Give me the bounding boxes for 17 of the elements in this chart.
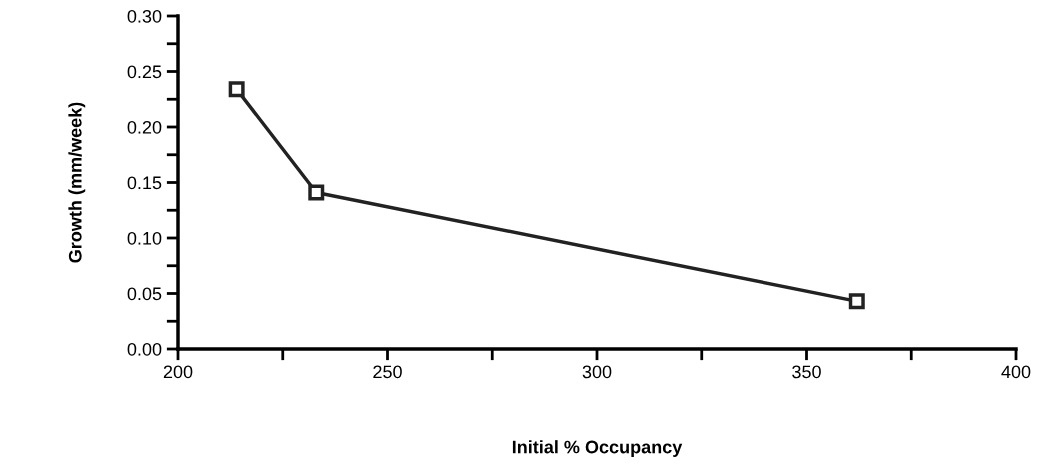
y-tick-label: 0.20 bbox=[127, 120, 162, 134]
y-tick-label: 0.05 bbox=[127, 287, 162, 301]
x-tick-label: 400 bbox=[1001, 365, 1031, 379]
y-tick-label: 0.25 bbox=[127, 65, 162, 79]
y-tick-label: 0.10 bbox=[127, 231, 162, 245]
point bbox=[228, 81, 245, 98]
y-tick-label: 0.00 bbox=[127, 342, 162, 356]
point bbox=[308, 184, 325, 201]
x-tick-label: 350 bbox=[792, 365, 821, 379]
x-tick-label: 300 bbox=[582, 365, 612, 379]
y-tick-label: 0.30 bbox=[127, 9, 162, 23]
point bbox=[848, 293, 865, 310]
x-tick-label: 250 bbox=[373, 365, 402, 379]
x-tick-label: 200 bbox=[163, 365, 193, 379]
y-tick-label: 0.15 bbox=[127, 176, 162, 190]
x-axis-title: Initial % Occupancy bbox=[512, 440, 683, 457]
y-axis-title: Growth (mm/week) bbox=[68, 102, 86, 263]
